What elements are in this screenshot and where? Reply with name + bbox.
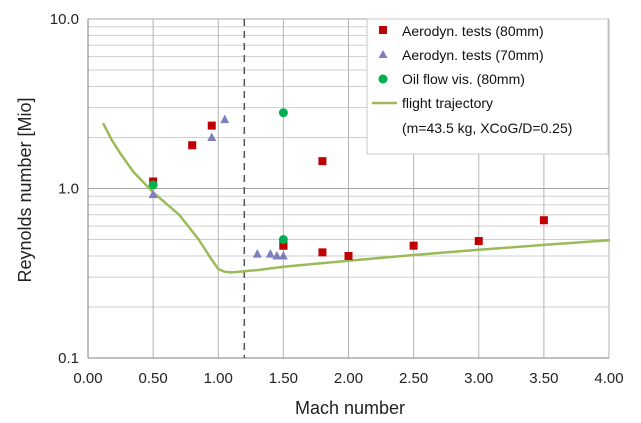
plot-series: [102, 108, 611, 274]
legend-item-oil-flow: Oil flow vis. (80mm): [402, 71, 525, 87]
x-axis-title: Mach number: [295, 398, 405, 418]
data-point-aerodyn-80: [318, 157, 327, 166]
y-axis-title: Reynolds number [Mio]: [15, 97, 35, 282]
data-point-aerodyn-80: [318, 248, 327, 257]
x-tick-label: 3.00: [464, 370, 493, 387]
data-point-aerodyn-80: [474, 237, 483, 246]
data-point-aerodyn-70: [148, 189, 158, 199]
legend-marker-square: [379, 26, 387, 34]
data-point-aerodyn-70: [272, 250, 282, 260]
x-tick-label: 3.50: [529, 370, 558, 387]
legend: Aerodyn. tests (80mm) Aerodyn. tests (70…: [366, 18, 609, 155]
data-point-oil-flow: [278, 108, 288, 118]
x-tick-label: 0.00: [73, 370, 102, 387]
data-point-aerodyn-70: [220, 114, 230, 124]
data-point-aerodyn-80: [539, 216, 548, 225]
legend-item-aerodyn-80: Aerodyn. tests (80mm): [402, 23, 544, 39]
data-point-aerodyn-80: [207, 121, 216, 130]
data-point-aerodyn-80: [409, 241, 418, 250]
tick-labels: 0.00 0.50 1.00 1.50 2.00 2.50 3.00 3.50 4.00 0.1 1…: [50, 11, 624, 387]
legend-item-flight-trajectory: flight trajectory: [402, 95, 493, 111]
data-point-aerodyn-70: [207, 132, 217, 141]
data-point-aerodyn-80: [279, 241, 288, 250]
x-tick-label: 4.00: [594, 370, 623, 387]
y-tick-label: 1.0: [58, 181, 79, 198]
x-tick-label: 2.00: [334, 370, 363, 387]
legend-box: [366, 18, 609, 155]
y-tick-label: 0.1: [58, 350, 79, 367]
legend-marker-triangle: [378, 50, 388, 58]
data-point-aerodyn-70: [265, 249, 275, 258]
data-point-aerodyn-70: [278, 250, 288, 260]
legend-item-aerodyn-70: Aerodyn. tests (70mm): [402, 47, 544, 63]
data-point-oil-flow: [148, 180, 158, 190]
y-tick-label: 10.0: [50, 11, 79, 28]
x-tick-label: 1.50: [269, 370, 298, 387]
x-tick-label: 1.00: [204, 370, 233, 387]
data-point-aerodyn-70: [252, 249, 262, 258]
x-tick-label: 0.50: [139, 370, 168, 387]
legend-marker-circle: [378, 74, 388, 84]
flight-trajectory-line: [102, 122, 611, 274]
data-point-aerodyn-80: [188, 141, 197, 150]
legend-item-flight-trajectory-detail: (m=43.5 kg, XCoG/D=0.25): [402, 120, 572, 136]
data-point-oil-flow: [278, 235, 288, 245]
x-tick-label: 2.50: [399, 370, 428, 387]
data-point-aerodyn-80: [344, 251, 353, 260]
